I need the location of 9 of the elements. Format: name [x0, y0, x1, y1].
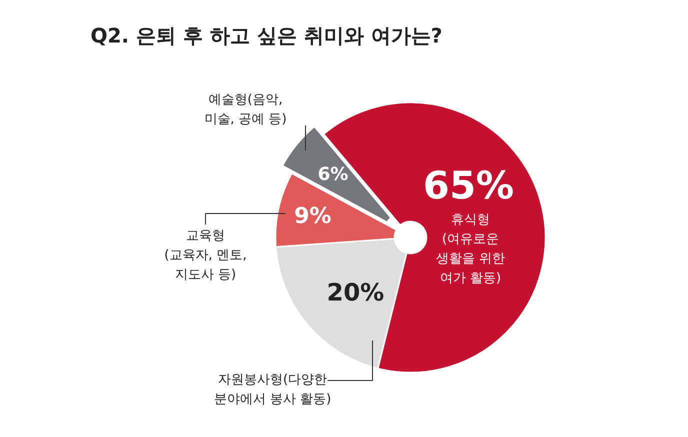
- slice-label: 휴식형 (여유로운 생활을 위한 여가 활동): [436, 212, 506, 286]
- data-label: 65%: [423, 164, 514, 208]
- chart-title: Q2. 은퇴 후 하고 싶은 취미와 여가는?: [90, 24, 442, 48]
- slice-label: 교육형 (교육자, 멘토, 지도사 등): [164, 228, 247, 282]
- slice-label: 예술형(음악, 미술, 공예 등): [204, 92, 287, 127]
- slice-label: 자원봉사형(다양한 분야에서 봉사 활동): [214, 372, 332, 407]
- data-label: 9%: [294, 204, 332, 229]
- data-label: 6%: [318, 164, 348, 185]
- data-label: 20%: [326, 278, 384, 306]
